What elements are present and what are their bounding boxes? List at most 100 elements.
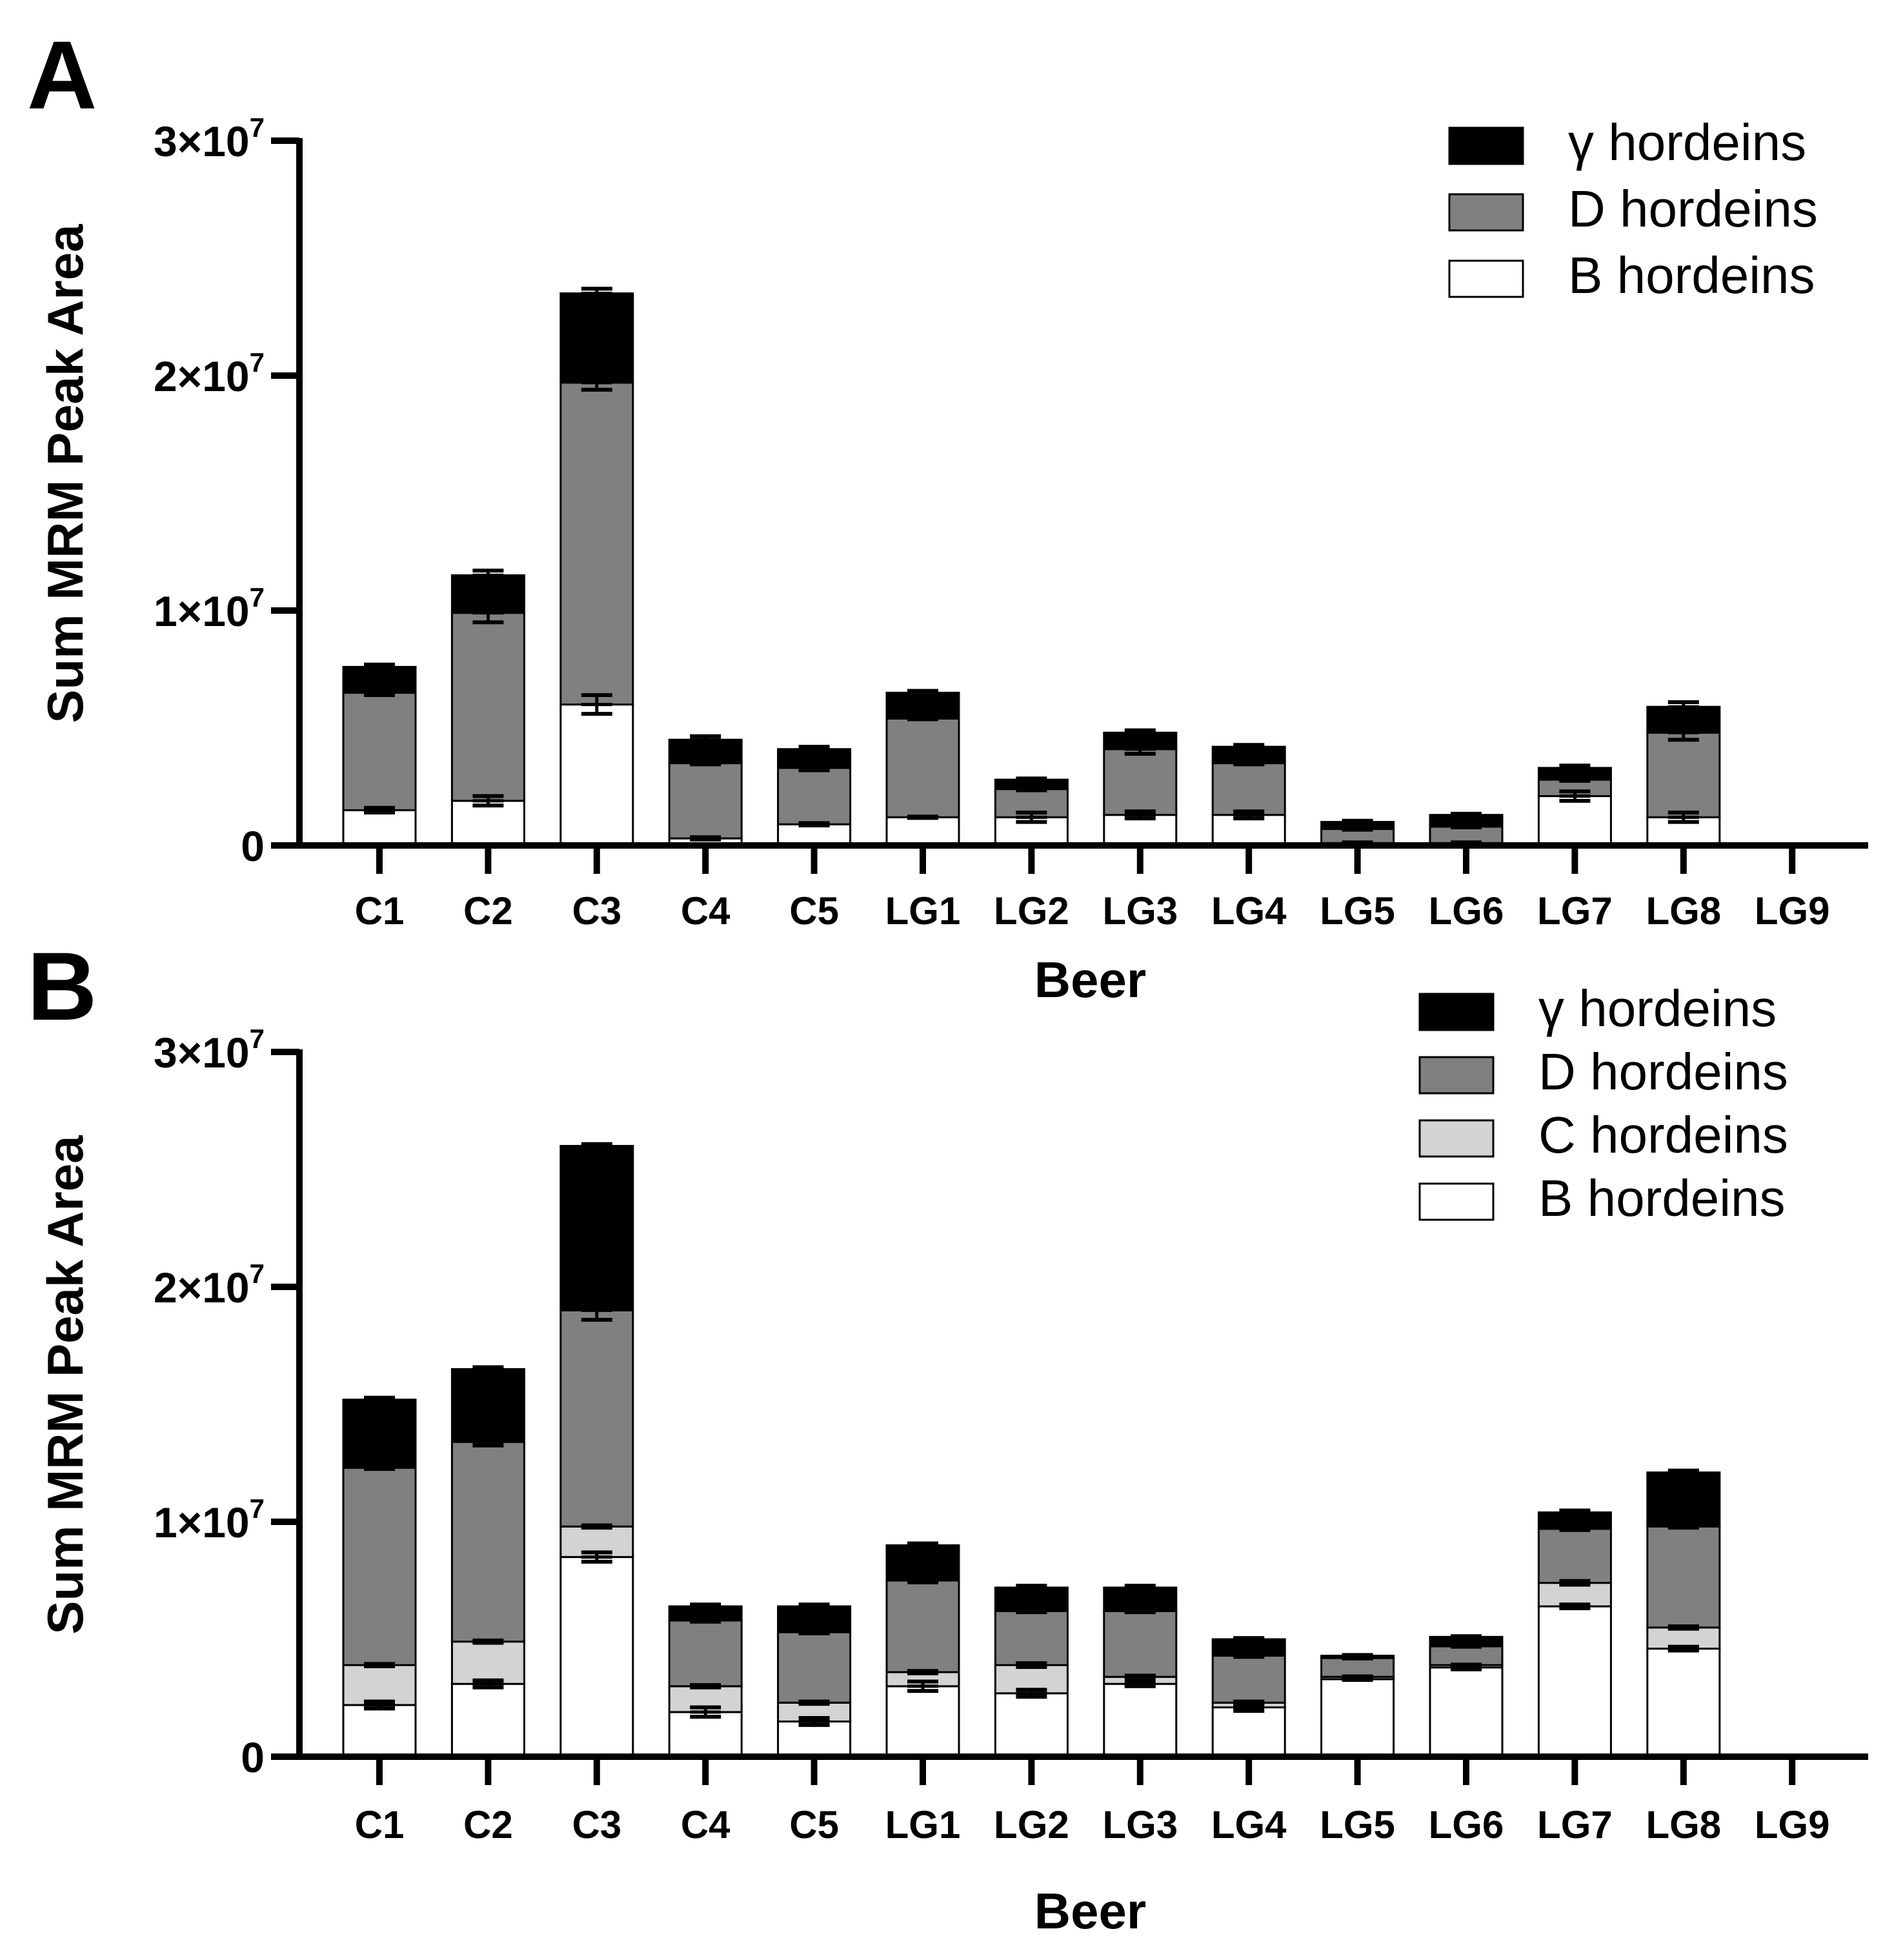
bar-segment-lg7-d (1537, 1528, 1612, 1584)
legend-label: B hordeins (1568, 247, 1815, 304)
x-ticks: C1 C2 C3 C4 C5 LG1 LG2 LG3 LG4 LG5 LG6 LG7 LG8 LG9 (355, 1757, 1830, 1846)
x-tick-label-c2: C2 (463, 1803, 513, 1846)
panel-a: A 0 1×107 2×107 3×107 C1 C2 C3 C4 C5 LG1 LG2 LG3 LG4 L… (27, 21, 1868, 1008)
legend-label: B hordeins (1538, 1169, 1785, 1227)
x-tick-label-lg1: LG1 (885, 1803, 961, 1846)
legend-swatch (1448, 193, 1524, 232)
bar-segment-lg4-d (1211, 1654, 1286, 1704)
error-bar-c4-d (690, 1617, 721, 1624)
error-bar-lg7-d (1559, 1526, 1591, 1532)
error-bar-lg8-gamma (1667, 1468, 1699, 1477)
error-bar-c4-gamma (690, 734, 721, 745)
error-bar-lg4-d (1233, 760, 1265, 767)
x-tick-label-lg1: LG1 (885, 889, 961, 933)
x-tick-label-lg8: LG8 (1646, 1803, 1721, 1846)
error-bar-lg7-gamma (1559, 763, 1591, 773)
x-tick-label-lg2: LG2 (994, 1803, 1069, 1846)
x-tick-label-lg4: LG4 (1211, 889, 1287, 933)
error-bar-lg6-gamma (1451, 1634, 1482, 1640)
error-bar-c2-gamma (472, 1365, 504, 1373)
error-bar-c2-c (472, 1638, 504, 1645)
bars (342, 1142, 1721, 1758)
bar-segment-c2-b (450, 800, 525, 847)
x-tick-label-c3: C3 (572, 889, 621, 933)
error-bar-lg1-d (907, 716, 938, 722)
legend-item-b: B hordeins (1418, 1169, 1785, 1227)
bar-segment-c1-b (342, 1704, 417, 1758)
bar-segment-c3-d (559, 1309, 634, 1528)
y-tick-label: 2×107 (154, 347, 265, 400)
error-bar-c1-d (364, 688, 395, 698)
legend-item-b: B hordeins (1448, 247, 1815, 304)
bar-segment-c3-d (559, 381, 634, 706)
bar-segment-c2-d (450, 1440, 525, 1643)
bar-segment-c2-c (450, 1641, 525, 1685)
bar-segment-lg1-b (885, 1685, 960, 1758)
x-axis-label: Beer (1034, 951, 1146, 1008)
error-bar-lg6-d (1451, 823, 1482, 829)
x-tick-label-lg3: LG3 (1102, 1803, 1178, 1846)
y-tick-label: 1×107 (154, 582, 265, 635)
y-tick-label: 0 (241, 822, 265, 870)
error-bar-lg7-b (1559, 789, 1591, 803)
error-bar-lg2-d (1016, 785, 1047, 793)
error-bar-lg3-gamma (1124, 1584, 1156, 1591)
error-bar-c2-d (472, 601, 504, 625)
x-tick-label-c1: C1 (355, 1803, 405, 1846)
y-tick-label: 2×107 (154, 1258, 265, 1311)
error-bar-c5-d (798, 1629, 830, 1635)
error-bar-c3-c (581, 1523, 612, 1530)
error-bar-lg1-gamma (907, 1541, 938, 1550)
error-bar-c4-b (690, 835, 721, 842)
legend-item-c: C hordeins (1418, 1106, 1788, 1164)
error-bar-lg2-gamma (1016, 776, 1047, 783)
error-bar-lg4-gamma (1233, 1636, 1265, 1642)
bar-segment-lg3-d (1103, 748, 1178, 816)
error-bar-c4-b (690, 1705, 721, 1719)
bar-segment-c3-gamma (559, 1145, 634, 1311)
y-ticks: 0 1×107 2×107 3×107 (154, 112, 299, 870)
x-tick-label-lg5: LG5 (1320, 889, 1395, 933)
legend-label: D hordeins (1538, 1043, 1788, 1100)
bar-segment-lg2-b (994, 1692, 1069, 1758)
bar-segment-c1-gamma (342, 1399, 417, 1469)
x-tick-label-lg8: LG8 (1646, 889, 1721, 933)
x-tick-label-lg9: LG9 (1755, 1803, 1830, 1846)
legend-label: D hordeins (1568, 180, 1818, 237)
legend-swatch (1418, 1119, 1495, 1158)
bar-segment-c2-b (450, 1682, 525, 1758)
legend-item-gamma: γ hordeins (1418, 980, 1777, 1037)
bar-segment-lg8-b (1646, 1648, 1721, 1758)
error-bar-c4-gamma (690, 1602, 721, 1610)
error-bar-lg6-c (1451, 1662, 1482, 1668)
bar-segment-lg7-b (1537, 1605, 1612, 1758)
bar-segment-lg6-d (1429, 1645, 1504, 1666)
y-axis-label: Sum MRM Peak Area (37, 1135, 94, 1635)
bar-segment-c1-d (342, 691, 417, 811)
error-bar-lg4-c (1233, 1699, 1265, 1706)
x-ticks: C1 C2 C3 C4 C5 LG1 LG2 LG3 LG4 LG5 LG6 LG7 LG8 LG9 (355, 845, 1830, 933)
bar-segment-lg4-b (1211, 1706, 1286, 1758)
bar-segment-lg6-b (1429, 1666, 1504, 1758)
error-bar-c3-d (581, 1298, 612, 1322)
y-ticks: 0 1×107 2×107 3×107 (154, 1024, 299, 1781)
bar-segment-c2-gamma (450, 1368, 525, 1443)
error-bar-c3-d (581, 374, 612, 392)
x-tick-label-c5: C5 (789, 889, 839, 933)
error-bar-lg8-b (1667, 811, 1699, 824)
error-bar-c1-b (364, 1699, 395, 1711)
bar-segment-c1-d (342, 1466, 417, 1666)
x-tick-label-lg6: LG6 (1429, 889, 1504, 933)
bar-segment-c3-b (559, 703, 634, 847)
x-tick-label-c3: C3 (572, 1803, 621, 1846)
error-bar-c4-c (690, 1682, 721, 1690)
legend-swatch (1448, 259, 1524, 298)
error-bar-lg3-c (1124, 1673, 1156, 1681)
x-tick-label-lg2: LG2 (994, 889, 1069, 933)
legend-item-gamma: γ hordeins (1448, 114, 1806, 171)
x-axis-label: Beer (1034, 1883, 1146, 1939)
error-bar-c1-c (364, 1662, 395, 1668)
error-bar-c5-gamma (798, 1602, 830, 1610)
error-bar-lg2-b (1016, 811, 1047, 824)
